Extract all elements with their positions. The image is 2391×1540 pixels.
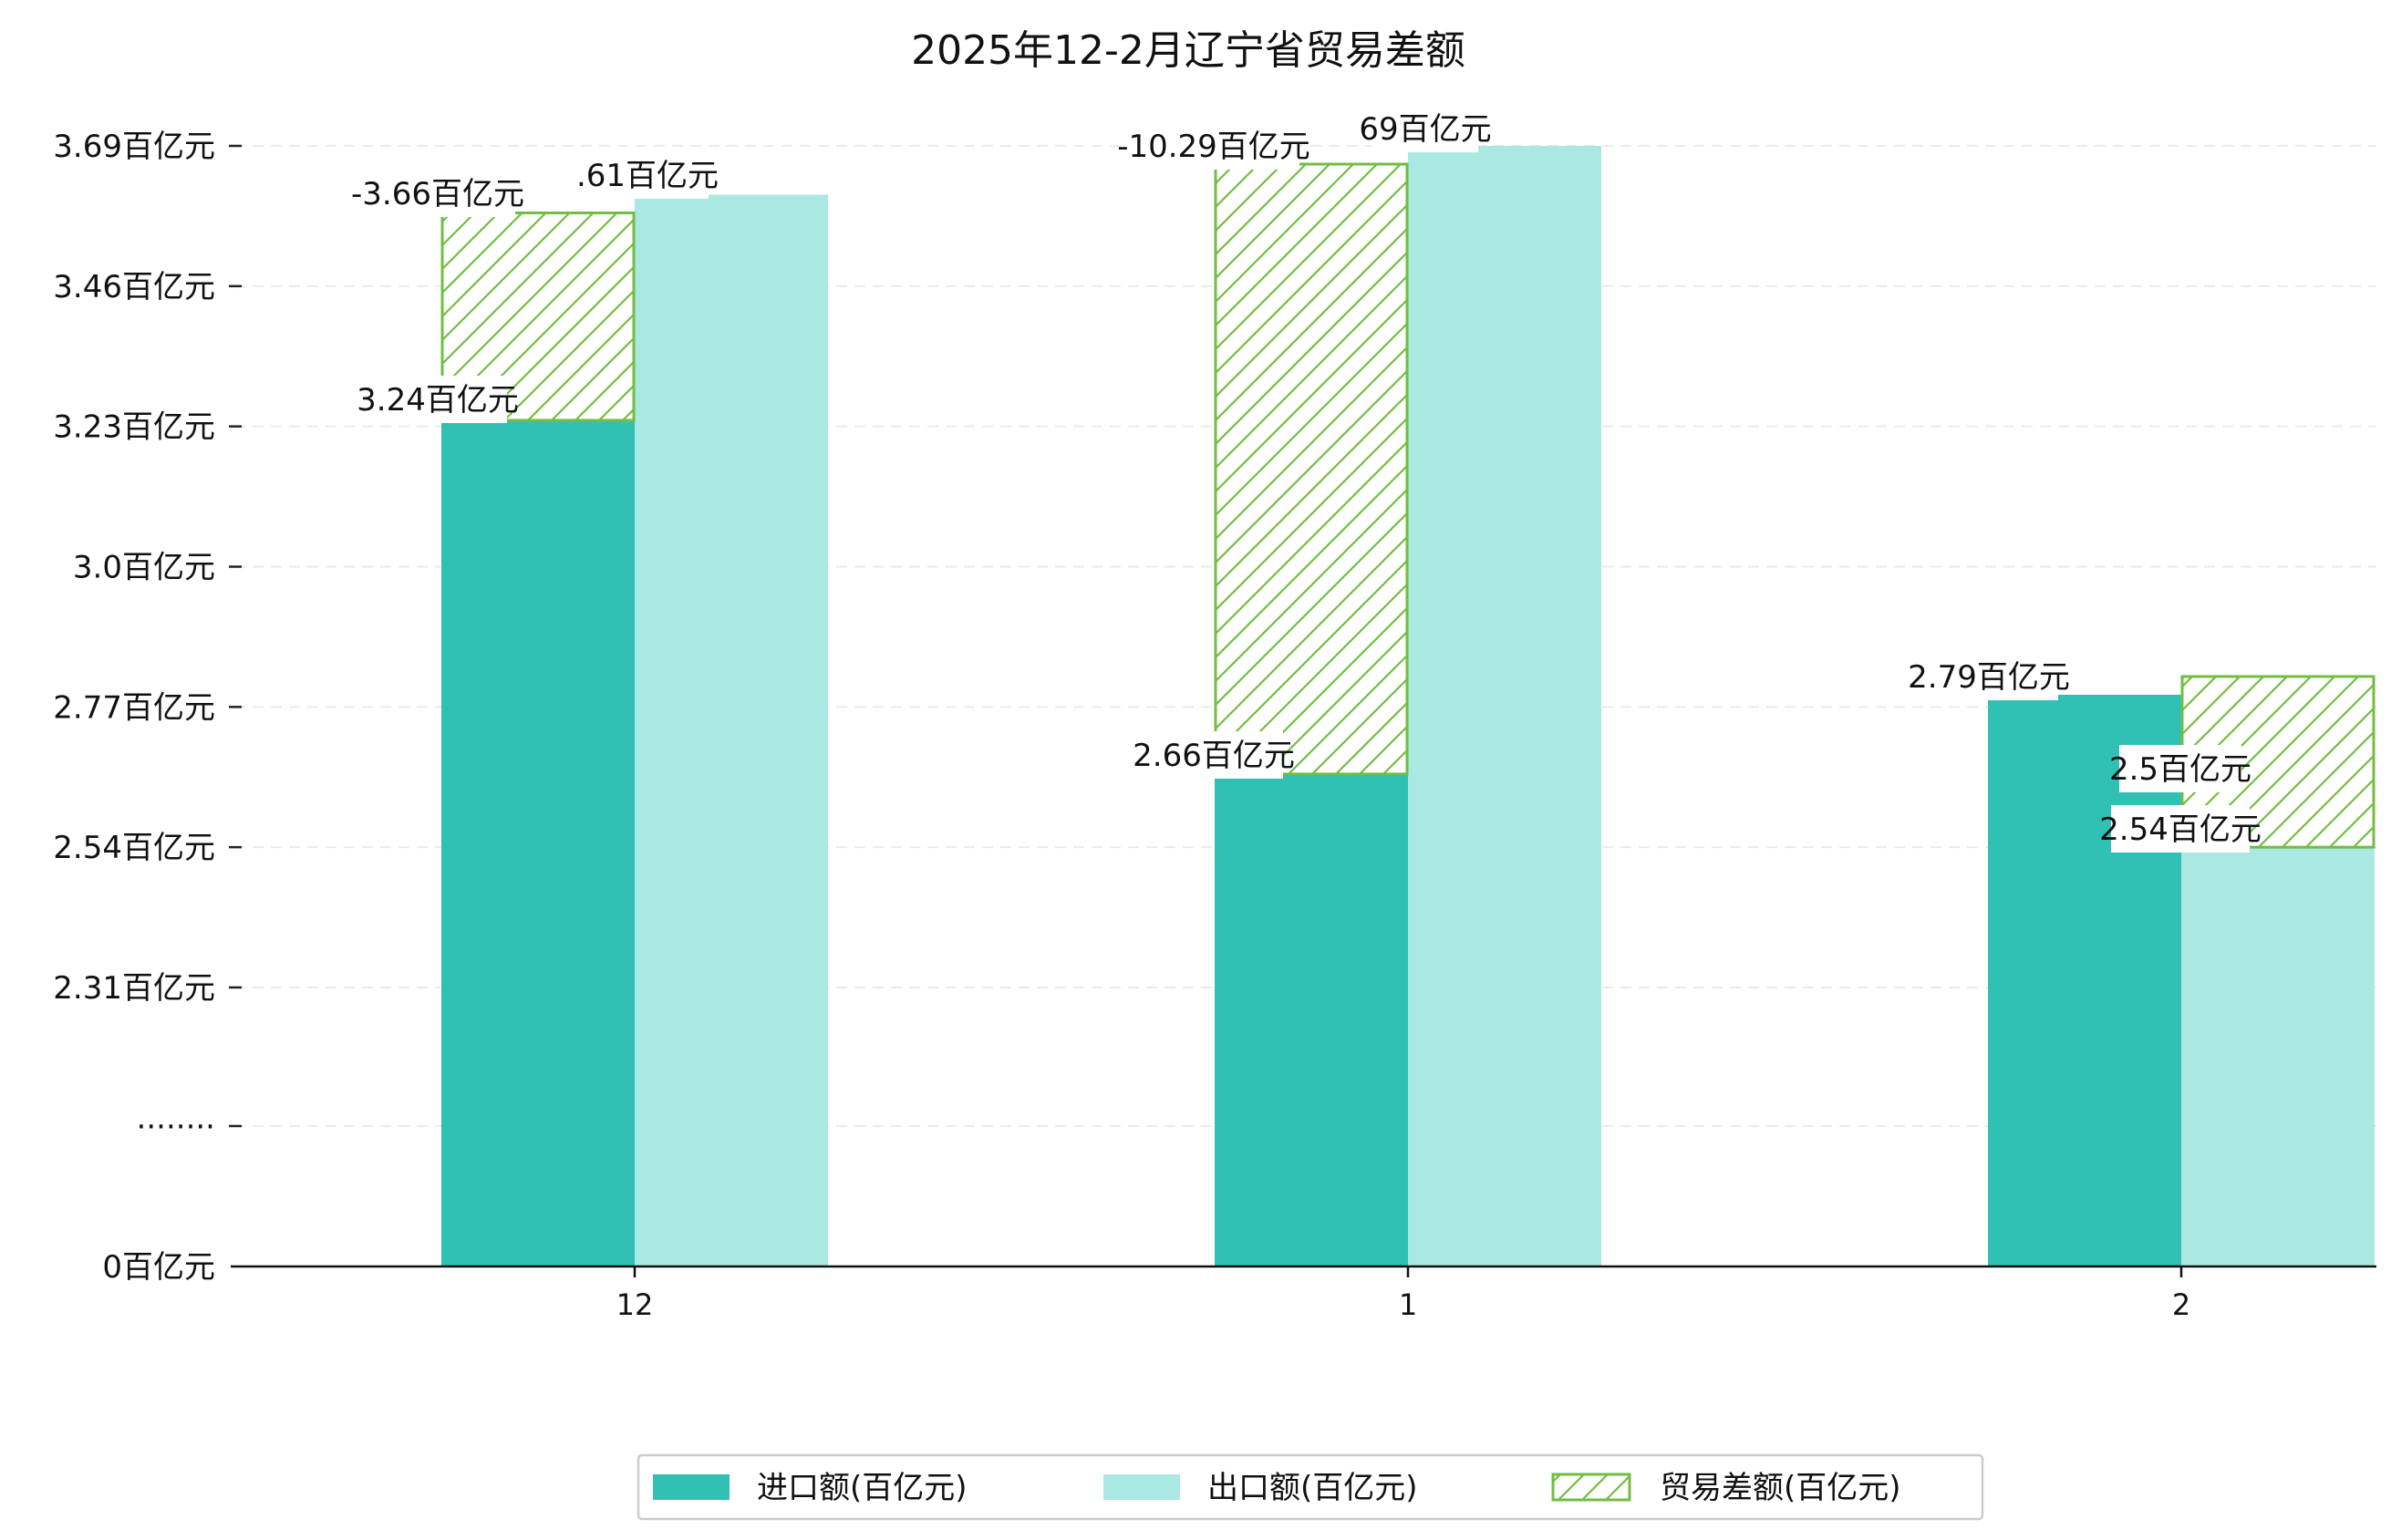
- legend-swatch: [653, 1474, 730, 1500]
- data-label: 2.54百亿元: [2099, 811, 2262, 848]
- data-label: 2.79百亿元: [1908, 659, 2070, 696]
- y-tick-label: 2.77百亿元: [53, 689, 215, 726]
- balance-bar: [1214, 162, 1409, 776]
- import-bar: [1215, 773, 1408, 1266]
- data-label-background: [1920, 653, 2058, 700]
- export-bar: [635, 194, 828, 1267]
- y-tick-label: ········: [137, 1109, 215, 1145]
- balance-bar: [2180, 675, 2375, 849]
- x-tick-label: 1: [1399, 1287, 1417, 1322]
- y-tick-label: 3.0百亿元: [73, 550, 215, 586]
- chart-title: 2025年12-2月辽宁省贸易差额: [911, 27, 1465, 74]
- data-label-background: [1144, 731, 1283, 779]
- export-bar: [1408, 146, 1601, 1266]
- data-label-background: [1128, 122, 1299, 170]
- data-label: -3.66百亿元: [351, 176, 524, 212]
- import-bar: [441, 419, 635, 1266]
- data-label-background: [2111, 805, 2250, 853]
- data-label: 3.24百亿元: [357, 382, 519, 419]
- legend-label: 出口额(百亿元): [1207, 1470, 1418, 1506]
- legend: 进口额(百亿元) 出口额(百亿元) 贸易差额(百亿元): [637, 1453, 1984, 1521]
- data-label-background: [586, 151, 709, 199]
- data-label: 69百亿元: [1359, 111, 1491, 148]
- y-tick-label: 0百亿元: [102, 1249, 215, 1286]
- data-label: .61百亿元: [576, 158, 719, 194]
- export-bar: [2181, 847, 2375, 1266]
- legend-box: [637, 1453, 1984, 1521]
- legend-swatch: [1103, 1474, 1180, 1500]
- legend-label: 贸易差额(百亿元): [1660, 1470, 1901, 1506]
- y-tick-label: 3.46百亿元: [53, 269, 215, 305]
- y-tick-label: 2.54百亿元: [53, 830, 215, 866]
- x-tick-label: 12: [616, 1287, 654, 1322]
- legend-label: 进口额(百亿元): [757, 1470, 968, 1506]
- legend-swatch: [1551, 1473, 1631, 1502]
- data-label: 2.5百亿元: [2109, 751, 2251, 788]
- y-tick-label: 3.23百亿元: [53, 409, 215, 446]
- x-tick-label: 2: [2172, 1287, 2190, 1322]
- y-tick-label: 3.69百亿元: [53, 129, 215, 165]
- data-label: -10.29百亿元: [1117, 129, 1310, 165]
- data-label-background: [1372, 105, 1478, 152]
- data-label-background: [2119, 745, 2241, 792]
- data-label: 2.66百亿元: [1133, 738, 1295, 774]
- y-tick-label: 2.31百亿元: [53, 970, 215, 1007]
- data-label-background: [368, 376, 507, 423]
- data-label-background: [360, 170, 515, 217]
